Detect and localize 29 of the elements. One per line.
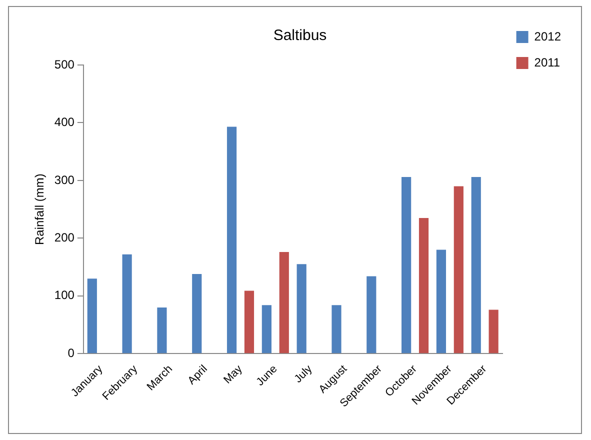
x-tick-label: July — [292, 362, 315, 386]
bar — [226, 126, 237, 354]
bar — [488, 310, 498, 354]
bar — [122, 254, 132, 354]
x-tick-label: May — [222, 362, 246, 386]
legend-label: 2012 — [534, 29, 562, 44]
chart-title: Saltibus — [273, 27, 327, 44]
bar — [436, 250, 446, 354]
y-tick-label: 500 — [54, 57, 75, 72]
y-axis-title: Rainfall (mm) — [32, 174, 47, 245]
y-tick-label: 300 — [54, 172, 75, 187]
legend-label: 2011 — [534, 55, 560, 70]
bar — [332, 305, 342, 354]
bar — [471, 176, 481, 354]
bar — [418, 218, 429, 354]
bar — [157, 307, 167, 354]
bar — [454, 186, 464, 354]
bar — [262, 305, 272, 354]
bar — [87, 278, 97, 354]
bar — [279, 252, 289, 354]
bar — [296, 264, 306, 354]
bar — [244, 290, 254, 354]
y-tick-label: 400 — [54, 115, 75, 130]
bar — [366, 276, 376, 354]
y-tick-label: 0 — [68, 346, 75, 360]
y-tick-label: 200 — [54, 230, 75, 244]
y-tick-label: 100 — [54, 288, 75, 302]
bar — [192, 274, 202, 354]
bar — [402, 176, 412, 354]
